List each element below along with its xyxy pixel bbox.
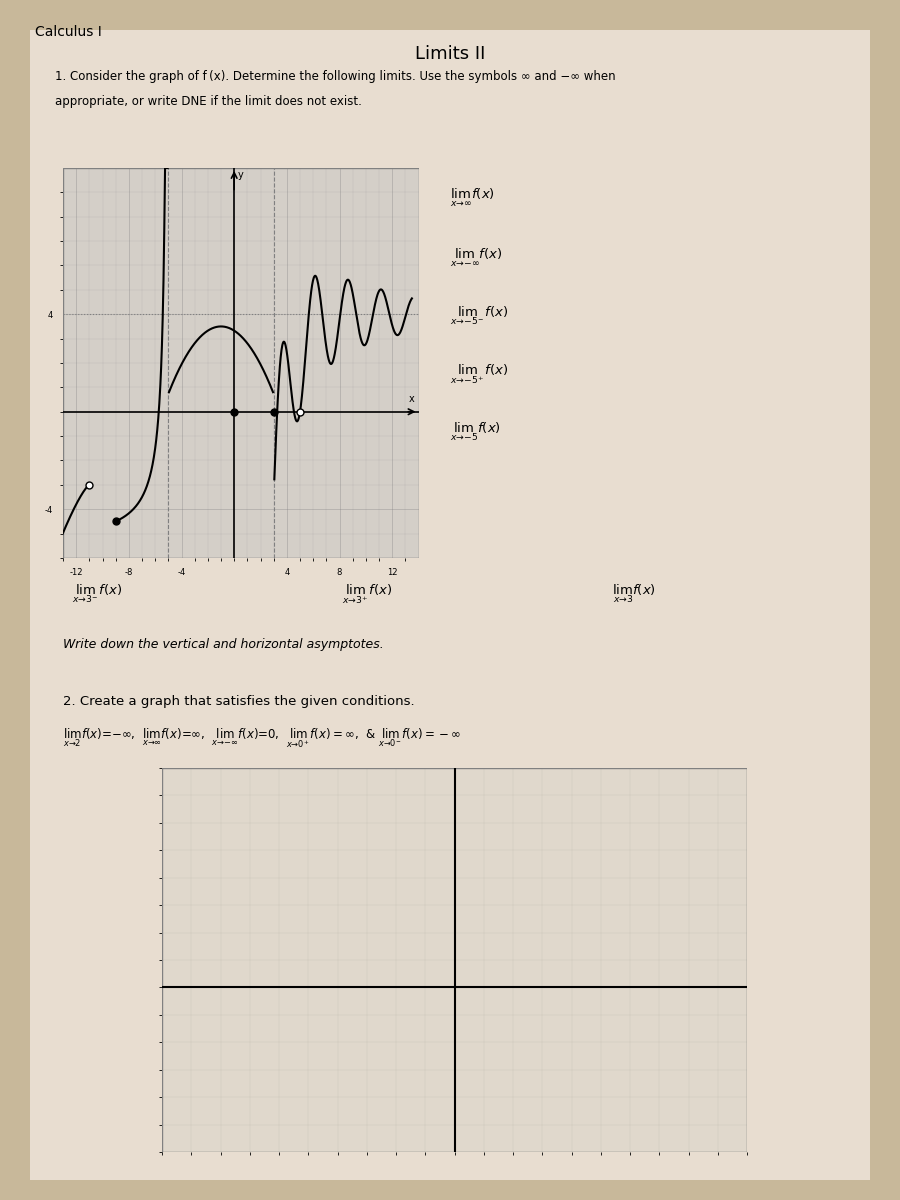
Text: $\lim_{x \to 3} f(x)$: $\lim_{x \to 3} f(x)$	[612, 583, 656, 605]
Text: $\lim_{x \to 3^-} f(x)$: $\lim_{x \to 3^-} f(x)$	[72, 583, 122, 605]
Text: Limits II: Limits II	[415, 44, 485, 62]
Text: $\lim_{x \to -\infty} f(x)$: $\lim_{x \to -\infty} f(x)$	[450, 247, 503, 269]
Text: 1. Consider the graph of f (x). Determine the following limits. Use the symbols : 1. Consider the graph of f (x). Determin…	[55, 70, 616, 83]
Text: $\lim_{x \to -5^-} f(x)$: $\lim_{x \to -5^-} f(x)$	[450, 305, 508, 326]
Text: appropriate, or write DNE if the limit does not exist.: appropriate, or write DNE if the limit d…	[55, 95, 362, 108]
Text: $\lim_{x \to \infty} f(x)$: $\lim_{x \to \infty} f(x)$	[450, 187, 495, 209]
Text: 2. Create a graph that satisfies the given conditions.: 2. Create a graph that satisfies the giv…	[63, 696, 415, 708]
Text: $\lim_{x \to -5} f(x)$: $\lim_{x \to -5} f(x)$	[450, 421, 500, 443]
Text: Write down the vertical and horizontal asymptotes.: Write down the vertical and horizontal a…	[63, 638, 383, 650]
Text: $\lim_{x \to 2} f(x) = -\infty$,  $\lim_{x \to \infty} f(x) = \infty$,  $\lim_{x: $\lim_{x \to 2} f(x) = -\infty$, $\lim_{…	[63, 726, 462, 750]
FancyBboxPatch shape	[30, 30, 870, 1180]
Text: Calculus I: Calculus I	[35, 25, 102, 38]
Text: y: y	[238, 170, 244, 180]
Text: x: x	[409, 395, 415, 404]
Text: $\lim_{x \to 3^+} f(x)$: $\lim_{x \to 3^+} f(x)$	[342, 582, 392, 606]
Text: $\lim_{x \to -5^+} f(x)$: $\lim_{x \to -5^+} f(x)$	[450, 362, 508, 386]
